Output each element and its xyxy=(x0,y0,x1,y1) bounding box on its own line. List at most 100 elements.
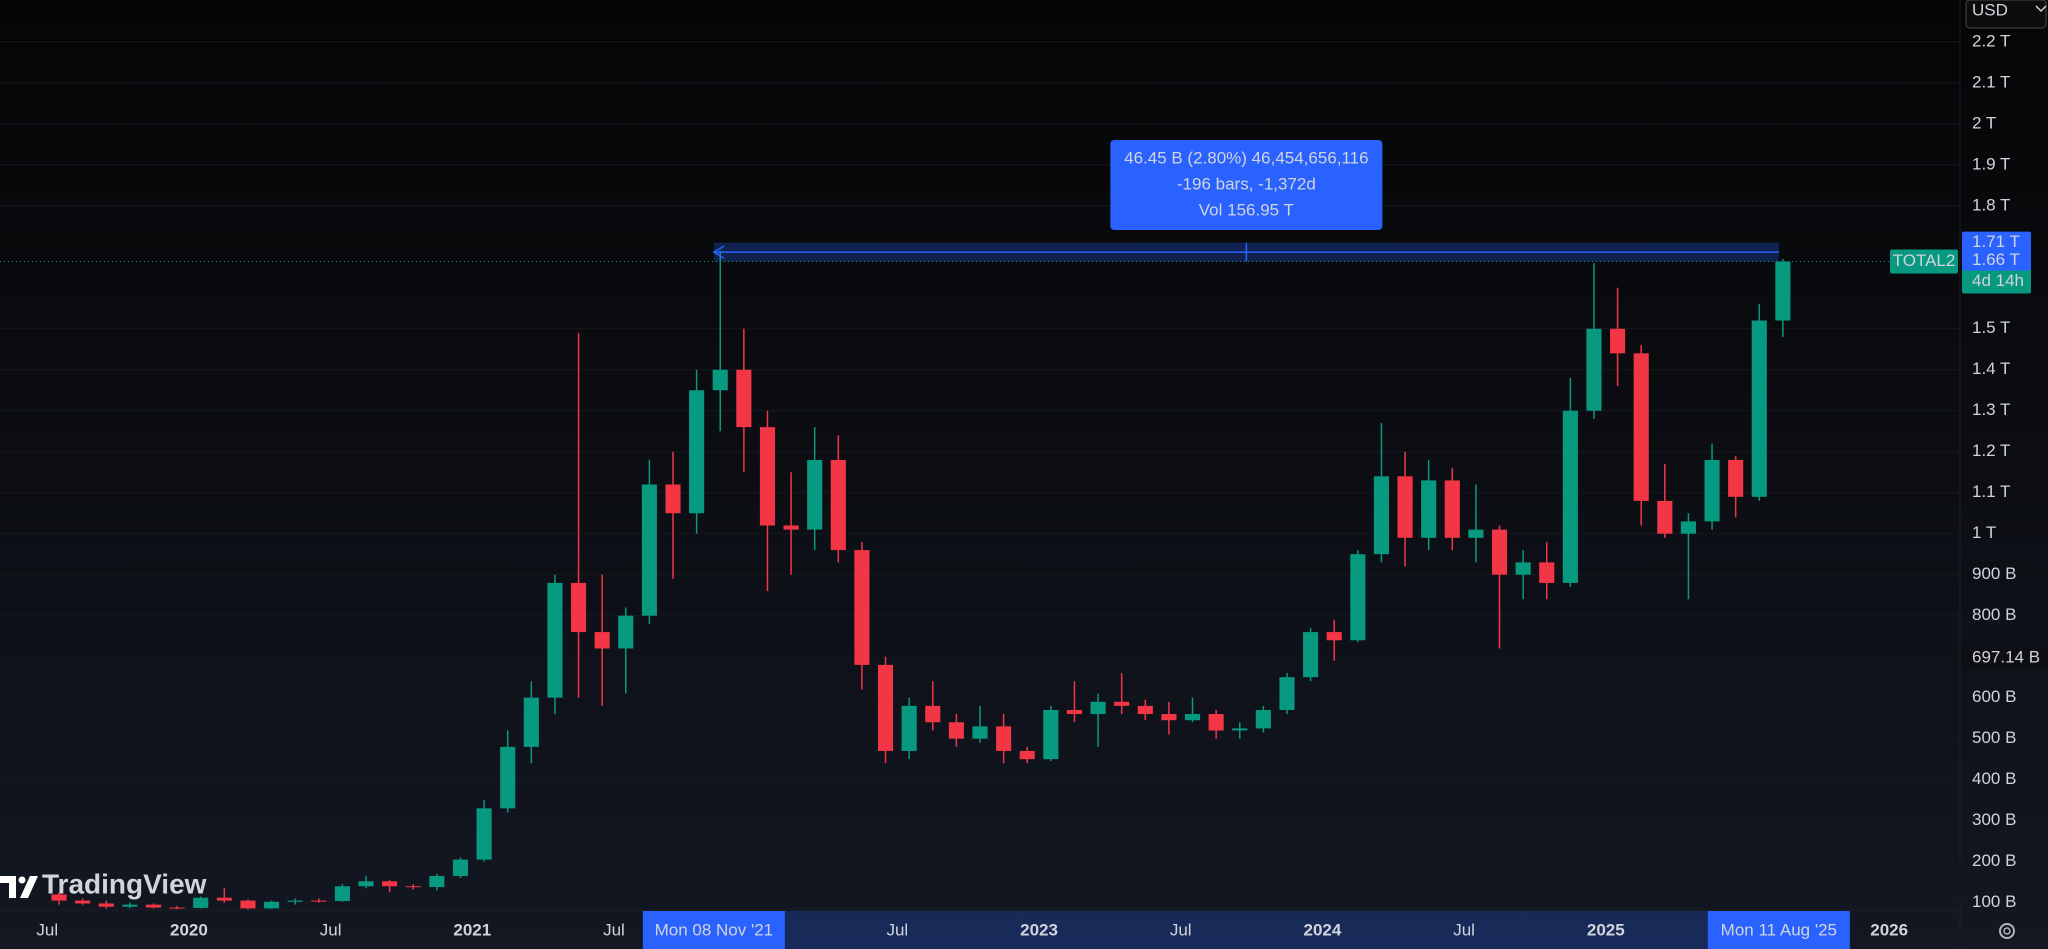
candle-body xyxy=(382,881,398,887)
candle-body xyxy=(287,900,303,902)
y-tick-label: 1.2 T xyxy=(1972,441,2010,460)
candle-body xyxy=(476,808,492,860)
candle-body xyxy=(1539,562,1555,583)
candle-body xyxy=(500,746,516,809)
candle-body xyxy=(1255,709,1271,729)
candle-body xyxy=(98,903,114,907)
time-range-label: Mon 11 Aug '25 xyxy=(1721,920,1837,939)
x-tick-label: Jul xyxy=(886,920,908,939)
candle-body xyxy=(1161,714,1177,721)
time-range-band xyxy=(713,911,1779,949)
crosshair-price-box xyxy=(1962,645,2048,670)
candle-body xyxy=(311,900,327,902)
y-tick-label: 1.4 T xyxy=(1972,359,2010,378)
x-tick-label: 2024 xyxy=(1303,920,1341,939)
crosshair-price: 697.14 B xyxy=(1972,647,2040,666)
candle-body xyxy=(1775,261,1791,321)
x-tick-label: Jul xyxy=(320,920,342,939)
currency-button[interactable]: USD xyxy=(1965,0,2047,29)
candle-body xyxy=(1728,459,1744,497)
candle-body xyxy=(51,894,67,901)
candle-body xyxy=(1090,701,1106,715)
candle-body xyxy=(169,907,185,909)
candle-body xyxy=(75,900,91,904)
x-tick-label: Jul xyxy=(36,920,58,939)
measure-tooltip xyxy=(1110,140,1383,230)
measure-low-label: 1.66 T xyxy=(1972,250,2020,269)
candle-body xyxy=(736,369,752,428)
candle-body xyxy=(1397,476,1413,538)
measure-low-box xyxy=(1962,250,2031,271)
y-tick-label: 1 T xyxy=(1972,523,1996,542)
candle-body xyxy=(122,904,138,907)
measure-tooltip-line: -196 bars, -1,372d xyxy=(1177,174,1316,193)
candle-body xyxy=(452,859,469,876)
candle-body xyxy=(641,484,657,616)
candle-body xyxy=(830,459,846,551)
candle-body xyxy=(1303,632,1319,678)
measure-high-label: 1.71 T xyxy=(1972,232,2020,251)
candle-body xyxy=(1633,353,1649,501)
candle-body xyxy=(1326,632,1342,641)
candle-body xyxy=(1562,410,1578,583)
countdown: 4d 14h xyxy=(1972,271,2024,290)
y-tick-label: 2.1 T xyxy=(1972,72,2010,91)
candle-body xyxy=(1232,728,1248,731)
y-tick-label: 400 B xyxy=(1972,769,2016,788)
candle-body xyxy=(1019,750,1035,760)
candle-body xyxy=(925,705,941,723)
y-tick-label: 1.9 T xyxy=(1972,154,2010,173)
x-tick-label: 2023 xyxy=(1020,920,1058,939)
candle-body xyxy=(240,900,256,909)
candle-body xyxy=(618,615,634,649)
x-tick-label: 2025 xyxy=(1587,920,1625,939)
y-tick-label: 500 B xyxy=(1972,728,2016,747)
candle-body xyxy=(216,897,232,901)
candle-body xyxy=(1114,701,1130,706)
candle-body xyxy=(193,897,209,908)
currency[interactable]: USD xyxy=(1972,0,2008,19)
candle-body xyxy=(405,886,421,888)
measure-high-box xyxy=(1962,231,2031,254)
axes: 100 B 200 B 300 B 400 B 500 B 600 B 800 B 900 B… xyxy=(36,31,2048,949)
candle-body xyxy=(783,525,799,530)
candle-body xyxy=(807,459,823,530)
candle-body xyxy=(264,901,280,909)
settings-button[interactable] xyxy=(1999,923,2015,939)
time-range-label: Mon 08 Nov '21 xyxy=(655,920,774,939)
candle-body xyxy=(1066,709,1083,715)
y-tick-label: 100 B xyxy=(1972,892,2016,911)
time-range-label-bg xyxy=(642,911,785,949)
candle-body xyxy=(570,582,587,633)
y-tick-label: 300 B xyxy=(1972,810,2016,829)
x-tick-label: 2021 xyxy=(453,920,491,939)
candle-body xyxy=(901,705,917,751)
y-tick-label: 1.1 T xyxy=(1972,482,2010,501)
y-tick-label: 1.3 T xyxy=(1972,400,2010,419)
candle-body xyxy=(1137,705,1153,715)
measure-tooltip-line: Vol 156.95 T xyxy=(1199,200,1294,219)
candle-body xyxy=(334,886,350,901)
candle-body xyxy=(429,875,445,888)
y-tick-label: 800 B xyxy=(1972,605,2016,624)
candle-body xyxy=(1680,521,1696,534)
y-tick-label: 2 T xyxy=(1972,113,1996,132)
x-tick-label: 2026 xyxy=(1870,920,1908,939)
time-range-label-bg xyxy=(1707,911,1850,949)
candle-body xyxy=(1184,714,1201,721)
candle-body xyxy=(665,484,681,514)
candle-body xyxy=(996,726,1012,751)
candle-body xyxy=(358,881,374,887)
brand-name: TradingView xyxy=(42,868,207,899)
candle-body xyxy=(712,369,728,391)
measure-arrowhead xyxy=(712,245,725,259)
x-tick-label: Jul xyxy=(1453,920,1475,939)
y-tick-label: 200 B xyxy=(1972,851,2016,870)
candle-body xyxy=(1373,476,1390,555)
candle-body xyxy=(1043,709,1059,760)
candle-body xyxy=(523,697,539,747)
measure-area xyxy=(713,242,1779,949)
candle-body xyxy=(1586,328,1602,411)
